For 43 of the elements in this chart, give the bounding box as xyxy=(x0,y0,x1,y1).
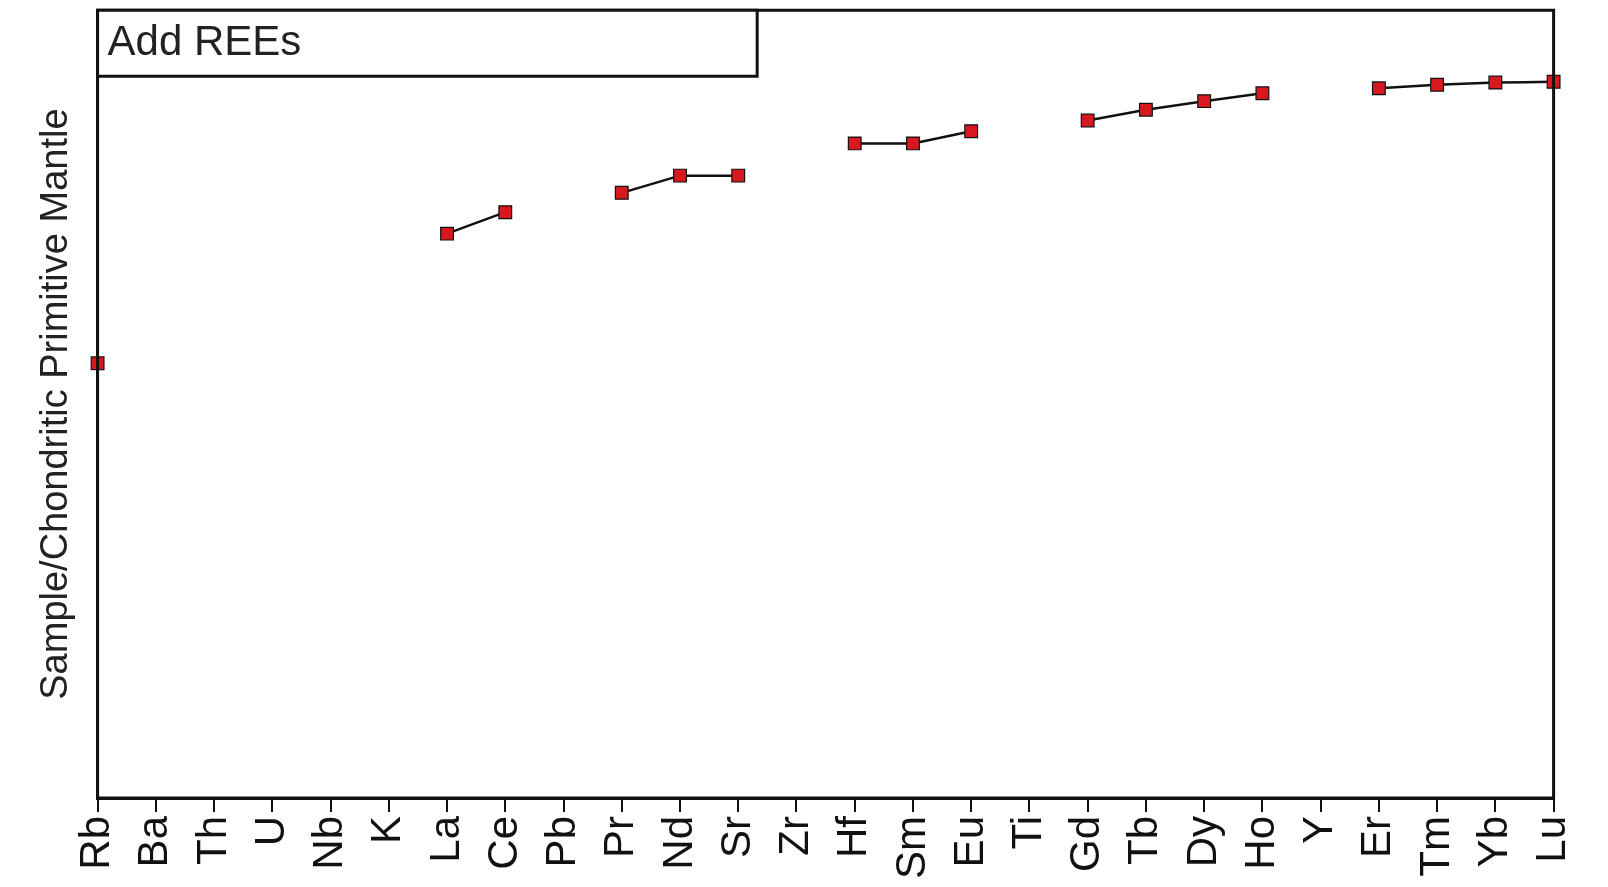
text: Add REEs xyxy=(107,16,302,64)
x-tick-label: U xyxy=(245,816,293,847)
point xyxy=(731,168,746,183)
point xyxy=(1197,94,1212,109)
x-tick-label: Sm xyxy=(886,816,934,879)
x-tick-label: Ba xyxy=(129,815,177,868)
point xyxy=(1080,113,1095,128)
x-tick-label: K xyxy=(362,816,410,845)
y-axis-title: Sample/Chondritic Primitive Mantle xyxy=(33,108,76,700)
x-tick-label: Nd xyxy=(653,816,701,870)
point xyxy=(1255,86,1270,101)
point xyxy=(498,205,513,220)
point xyxy=(614,185,629,200)
x-tick-label: Pb xyxy=(537,816,585,868)
x-tick-label: Gd xyxy=(1061,816,1109,873)
point xyxy=(1138,102,1153,117)
x-tick-label: Y xyxy=(1294,816,1342,845)
x-tick-label: Ti xyxy=(1003,816,1051,850)
point xyxy=(964,124,979,139)
x-tick-label: Th xyxy=(187,816,235,866)
x-tick-label: Ce xyxy=(478,816,526,870)
point xyxy=(673,168,687,183)
point xyxy=(847,136,862,151)
point xyxy=(1430,77,1445,92)
x-tick-label: Nb xyxy=(304,816,352,870)
point xyxy=(906,136,920,151)
x-tick-label: Pr xyxy=(595,815,643,858)
point xyxy=(1488,75,1503,90)
point xyxy=(1371,81,1386,96)
x-tick-label: Ho xyxy=(1235,816,1283,870)
x-tick-label: Tm xyxy=(1410,816,1458,877)
x-tick-label: Hf xyxy=(828,815,876,858)
x-tick-label: Lu xyxy=(1527,816,1575,863)
x-tick-label: Eu xyxy=(944,816,992,868)
x-tick-label: Er xyxy=(1352,815,1400,858)
x-tick-label: Zr xyxy=(770,816,818,856)
x-tick-label: Rb xyxy=(71,816,119,870)
x-tick-label: Sr xyxy=(711,815,759,858)
point xyxy=(440,226,454,241)
x-tick-label: La xyxy=(420,815,468,863)
x-tick-label: Dy xyxy=(1177,816,1225,868)
x-tick-label: Yb xyxy=(1468,816,1516,868)
x-tick-label: Tb xyxy=(1119,816,1167,866)
